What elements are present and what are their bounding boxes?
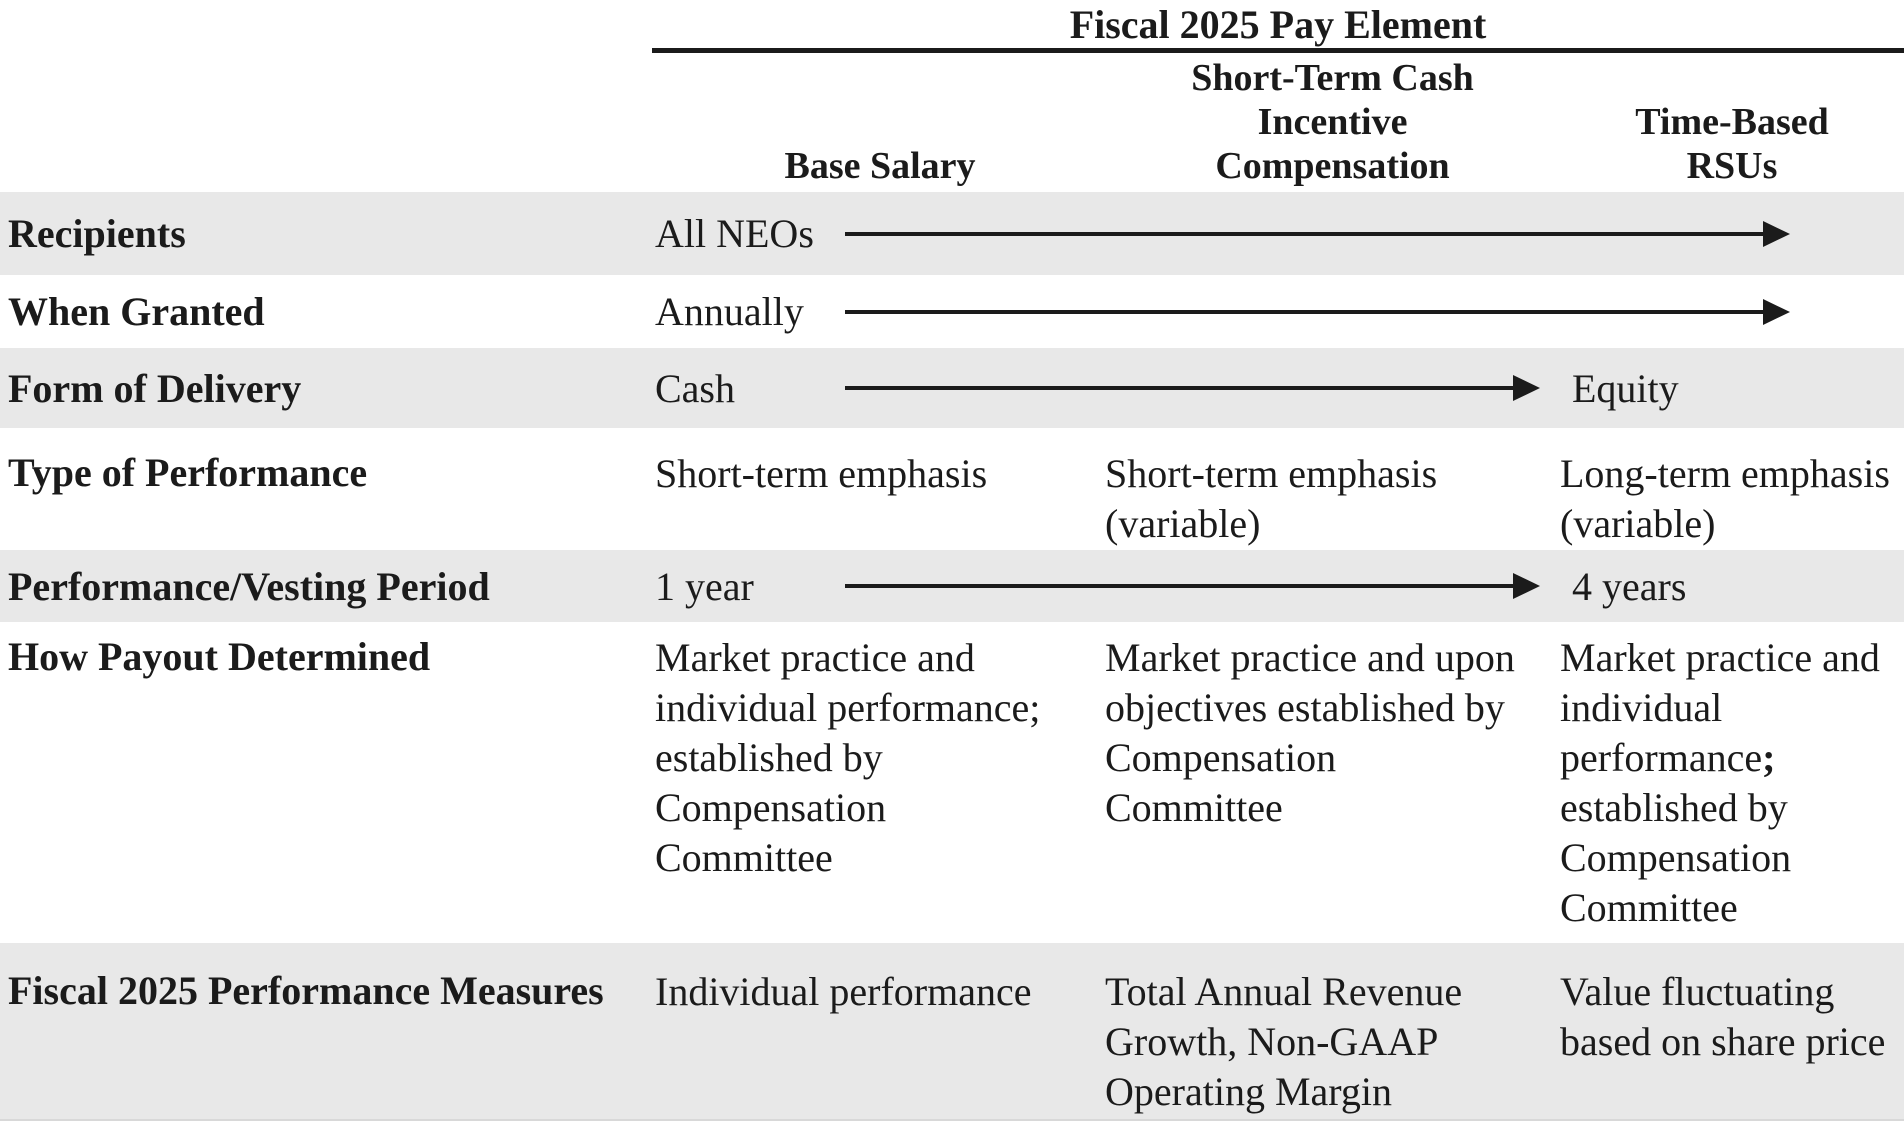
how-payout-rsus-text-after: established by Compensation Committee	[1560, 785, 1792, 930]
table-title: Fiscal 2025 Pay Element	[1069, 2, 1487, 47]
arrow-head	[1763, 220, 1790, 247]
row-recipients: Recipients All NEOs	[0, 192, 1904, 275]
table-bottom-edge	[0, 1119, 1904, 1121]
type-of-performance-short-term-cash-cell: Short-term emphasis (variable)	[1105, 451, 1438, 546]
performance-measures-short-term-cash-cell: Total Annual Revenue Growth, Non-GAAP Op…	[1105, 969, 1463, 1114]
column-header-short-term-cash-incentive: Short-Term Cash Incentive Compensation	[1191, 57, 1474, 187]
row-form-of-delivery: Form of Delivery Cash Equity	[0, 348, 1904, 428]
when-granted-value: Annually	[655, 289, 804, 334]
form-of-delivery-end-value: Equity	[1572, 365, 1679, 411]
row-label-performance-vesting-period: Performance/Vesting Period	[8, 563, 490, 609]
row-type-of-performance: Type of Performance Short-term emphasis …	[0, 428, 1904, 550]
column-header-base-salary: Base Salary	[784, 145, 976, 187]
row-fiscal-2025-performance-measures: Fiscal 2025 Performance Measures Individ…	[0, 943, 1904, 1119]
row-content-form-of-delivery: Cash Equity	[655, 365, 1904, 412]
column-header-time-based-rsus: Time-Based RSUs	[1635, 101, 1829, 187]
header-rule	[652, 48, 1904, 53]
performance-measures-base-salary-cell: Individual performance	[655, 969, 1032, 1014]
arrow-head	[1513, 375, 1540, 401]
how-payout-short-term-cash-cell: Market practice and upon objectives esta…	[1105, 635, 1515, 830]
row-cells-fiscal-2025-performance-measures: Individual performance Total Annual Reve…	[655, 967, 1904, 1119]
row-content-recipients: All NEOs	[655, 210, 1904, 257]
row-cells-how-payout-determined: Market practice and individual performan…	[655, 633, 1904, 943]
row-label-type-of-performance: Type of Performance	[8, 450, 368, 495]
right-arrow-icon	[845, 375, 1540, 401]
arrow-shaft	[845, 231, 1763, 236]
how-payout-rsus-text-before: Market practice and individual performan…	[1560, 635, 1880, 780]
row-label-how-payout-determined: How Payout Determined	[8, 634, 431, 679]
row-cells-type-of-performance: Short-term emphasis Short-term emphasis …	[655, 449, 1904, 550]
row-content-performance-vesting-period: 1 year 4 years	[655, 563, 1904, 610]
column-headers: Base Salary Short-Term Cash Incentive Co…	[655, 56, 1904, 187]
arrow-head	[1513, 573, 1540, 599]
row-label-form-of-delivery: Form of Delivery	[8, 365, 302, 411]
row-when-granted: When Granted Annually	[0, 275, 1904, 348]
arrow-shaft	[845, 309, 1763, 314]
row-performance-vesting-period: Performance/Vesting Period 1 year 4 year…	[0, 550, 1904, 622]
type-of-performance-base-salary-cell: Short-term emphasis	[655, 451, 988, 496]
form-of-delivery-value: Cash	[655, 365, 735, 411]
performance-vesting-period-value: 1 year	[655, 563, 754, 609]
how-payout-rsus-cell: Market practice and individual performan…	[1560, 633, 1904, 933]
right-arrow-icon	[845, 573, 1540, 599]
right-arrow-icon	[845, 298, 1790, 325]
row-label-fiscal-2025-performance-measures: Fiscal 2025 Performance Measures	[8, 968, 604, 1013]
performance-vesting-period-end-value: 4 years	[1572, 563, 1687, 609]
arrow-shaft	[845, 386, 1513, 390]
type-of-performance-rsus-cell: Long-term emphasis (variable)	[1560, 451, 1890, 546]
table-header: Fiscal 2025 Pay Element Base Salary Shor…	[0, 0, 1904, 192]
arrow-head	[1763, 298, 1790, 325]
row-label-when-granted: When Granted	[8, 289, 265, 334]
right-arrow-icon	[845, 220, 1790, 247]
arrow-shaft	[845, 584, 1513, 588]
row-label-recipients: Recipients	[8, 211, 186, 256]
recipients-value: All NEOs	[655, 211, 814, 256]
how-payout-rsus-bold-semicolon: ;	[1762, 735, 1776, 780]
performance-measures-rsus-cell: Value fluctuating based on share price	[1560, 969, 1886, 1064]
row-content-when-granted: Annually	[655, 288, 1904, 335]
how-payout-base-salary-cell: Market practice and individual performan…	[655, 635, 1041, 880]
row-how-payout-determined: How Payout Determined Market practice an…	[0, 622, 1904, 943]
